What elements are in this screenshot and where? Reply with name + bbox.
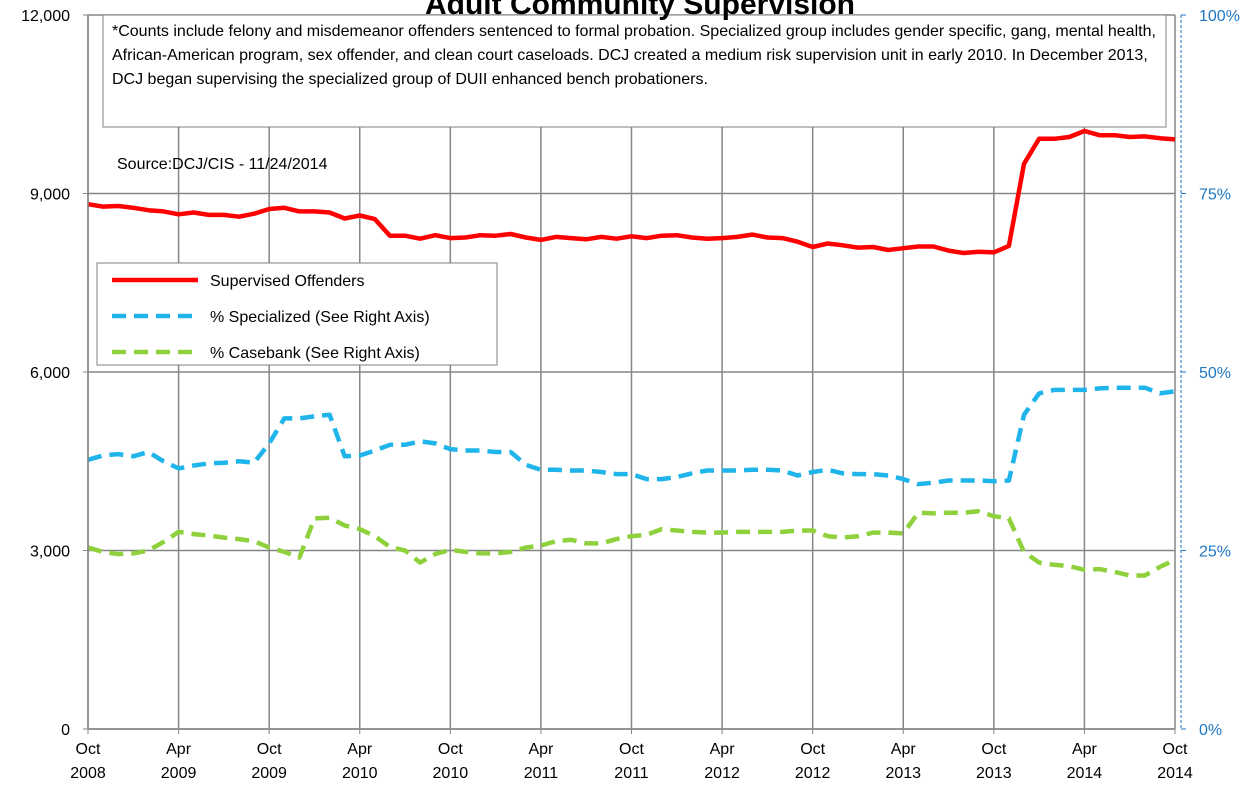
source: Source:DCJ/CIS - 11/24/2014 [117,156,328,173]
x-tick-label: Apr 2012 [704,741,740,782]
x-tick-label: Oct 2012 [794,741,831,782]
y-tick-label: 0 [61,722,70,739]
y2-tick-label: 50% [1199,365,1231,382]
x-tick-label: Apr 2009 [160,741,197,782]
chart-title: Adult Community Supervision [425,0,855,21]
y-tick-label: 3,000 [30,544,70,561]
y2-tick-label: 75% [1199,187,1231,204]
y2-tick-label: 100% [1199,8,1240,25]
x-tick-label: Apr 2013 [885,741,922,782]
y2-tick-label: 0% [1199,722,1222,739]
legend-label: % Casebank (See Right Axis) [210,345,420,362]
x-tick-label: Oct 2011 [614,741,649,782]
x-tick-label: Apr 2011 [523,741,559,782]
series-line [87,128,1176,256]
legend-label: % Specialized (See Right Axis) [210,309,430,326]
y2-tick-label: 25% [1199,544,1231,561]
x-tick-label: Oct 2013 [976,741,1012,782]
x-tick-label: Oct 2014 [1157,741,1193,782]
note-box [102,14,1167,128]
legend-label: Supervised Offenders [210,273,364,290]
x-tick-label: Oct 2009 [251,741,287,782]
x-tick-label: Oct 2010 [432,741,469,782]
x-tick-label: Oct 2008 [70,741,106,782]
y-tick-label: 12,000 [21,8,70,25]
series-line [87,385,1176,487]
note: *Counts include felony and misdemeanor o… [112,23,1156,88]
y-tick-label: 6,000 [30,365,70,382]
x-tick-label: Apr 2010 [341,741,378,782]
y-tick-label: 9,000 [30,187,70,204]
series-line [87,508,1176,578]
x-tick-label: Apr 2014 [1066,741,1103,782]
